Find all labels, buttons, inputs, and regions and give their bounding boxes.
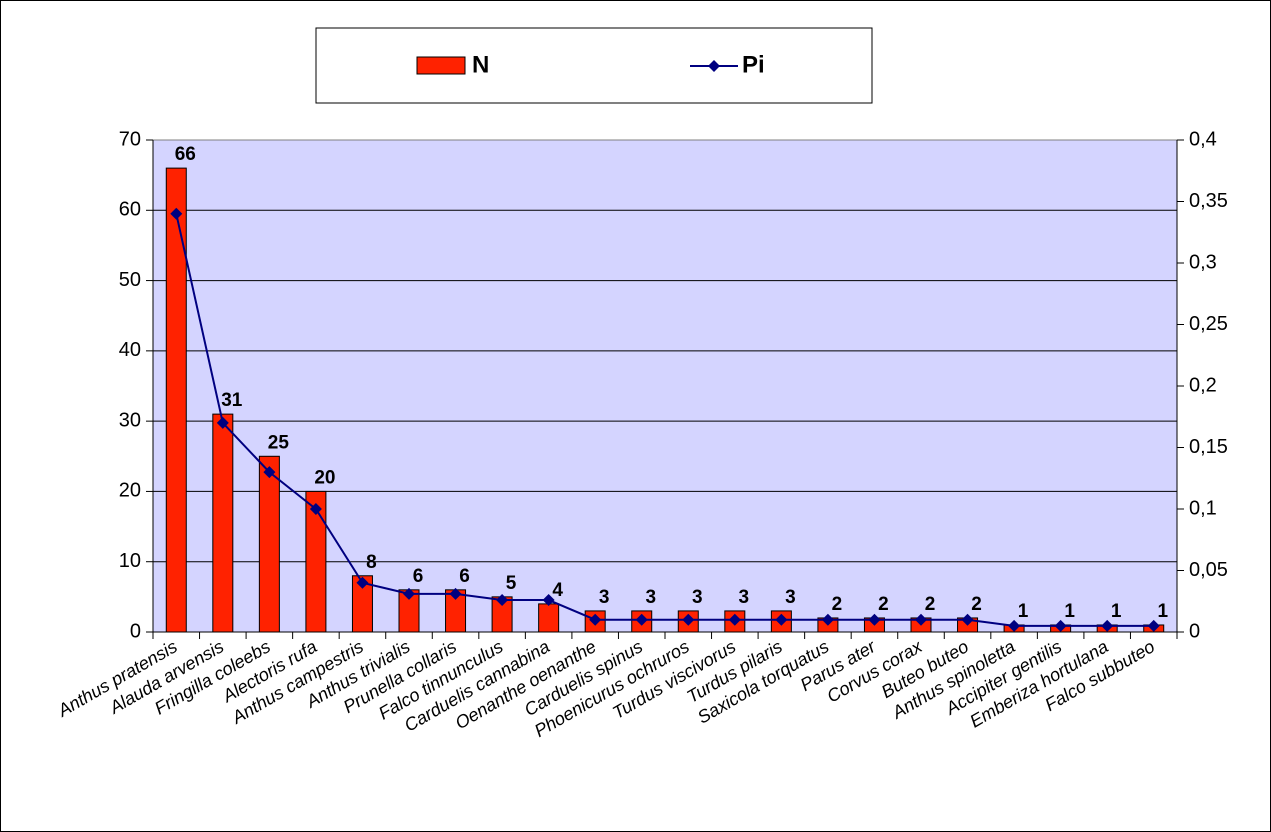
y2-tick-label: 0,35 bbox=[1189, 190, 1228, 212]
legend-label: N bbox=[472, 51, 489, 78]
point bbox=[775, 613, 788, 626]
data-label: 3 bbox=[739, 587, 750, 608]
y2-tick-label: 0 bbox=[1189, 620, 1200, 642]
line bbox=[175, 213, 1154, 627]
data-label: 3 bbox=[645, 587, 656, 608]
legend-swatch bbox=[416, 56, 466, 75]
bar bbox=[538, 603, 560, 633]
y2-tick-label: 0,25 bbox=[1189, 313, 1228, 335]
data-label: 20 bbox=[314, 467, 335, 488]
legend: N Pi bbox=[315, 27, 873, 104]
data-label: 1 bbox=[1111, 601, 1122, 622]
bar bbox=[212, 413, 234, 633]
point bbox=[309, 503, 322, 515]
point bbox=[961, 613, 974, 626]
point bbox=[915, 613, 927, 626]
legend-box bbox=[315, 27, 873, 104]
point bbox=[1054, 619, 1067, 632]
bar bbox=[165, 167, 187, 633]
y2-tick-label: 0,2 bbox=[1189, 374, 1217, 396]
data-label: 1 bbox=[1018, 601, 1029, 622]
data-label: 1 bbox=[1064, 601, 1075, 622]
bar bbox=[258, 455, 280, 633]
point bbox=[1008, 619, 1021, 632]
data-label: 66 bbox=[175, 144, 196, 165]
point bbox=[356, 576, 369, 589]
y-tick-label: 10 bbox=[119, 550, 141, 572]
y-tick-label: 20 bbox=[119, 480, 141, 502]
y2-tick-label: 0,1 bbox=[1189, 497, 1217, 519]
data-label: 2 bbox=[832, 594, 843, 615]
data-label: 6 bbox=[413, 566, 424, 587]
point bbox=[1147, 619, 1160, 632]
data-label: 25 bbox=[268, 432, 290, 453]
data-label: 4 bbox=[552, 580, 563, 601]
data-label: 31 bbox=[221, 390, 243, 411]
point bbox=[403, 587, 415, 600]
point bbox=[449, 587, 462, 600]
data-label: 1 bbox=[1157, 601, 1168, 622]
y-tick-label: 40 bbox=[119, 339, 141, 361]
data-label: 3 bbox=[785, 587, 796, 608]
point bbox=[216, 416, 229, 429]
point bbox=[682, 613, 695, 626]
point bbox=[263, 466, 276, 479]
legend-swatch bbox=[708, 60, 720, 72]
point bbox=[589, 613, 602, 626]
data-label: 3 bbox=[692, 587, 703, 608]
point bbox=[728, 613, 741, 626]
data-label: 8 bbox=[366, 552, 377, 573]
y2-tick-label: 0,4 bbox=[1189, 128, 1217, 150]
data-label: 2 bbox=[878, 594, 889, 615]
point bbox=[1101, 619, 1114, 632]
point bbox=[170, 207, 183, 220]
data-label: 3 bbox=[599, 587, 610, 608]
y-tick-label: 50 bbox=[119, 269, 141, 291]
y-tick-label: 70 bbox=[119, 128, 141, 150]
point bbox=[496, 594, 509, 607]
point bbox=[821, 613, 834, 626]
data-label: 2 bbox=[925, 594, 936, 615]
y-tick-label: 60 bbox=[119, 199, 141, 221]
y-tick-label: 30 bbox=[119, 409, 141, 431]
data-label: 5 bbox=[506, 573, 517, 594]
y2-tick-label: 0,15 bbox=[1189, 436, 1228, 458]
y2-tick-label: 0,05 bbox=[1189, 559, 1228, 581]
point bbox=[868, 613, 881, 626]
point bbox=[635, 613, 648, 626]
point bbox=[542, 594, 555, 607]
legend-label: Pi bbox=[742, 51, 765, 78]
y2-tick-label: 0,3 bbox=[1189, 251, 1217, 273]
y-tick-label: 0 bbox=[130, 620, 141, 642]
data-label: 2 bbox=[971, 594, 982, 615]
data-label: 6 bbox=[459, 566, 470, 587]
